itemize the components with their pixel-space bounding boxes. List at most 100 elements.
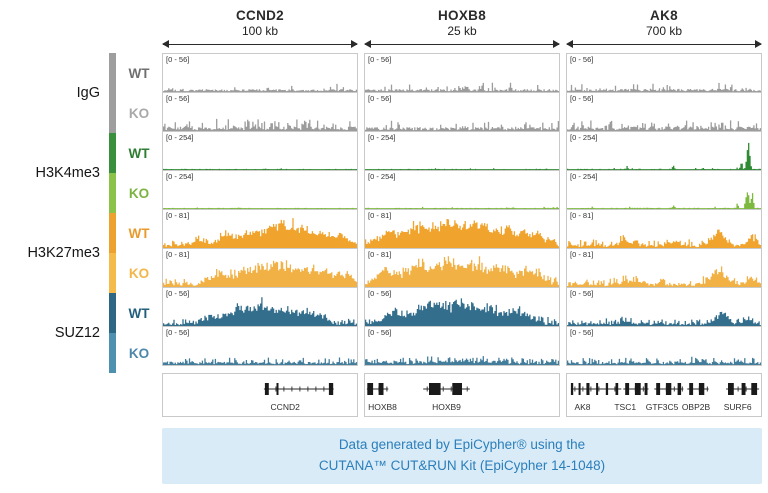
condition-ko-label: KO bbox=[128, 105, 150, 121]
gene-exon-box bbox=[378, 383, 384, 395]
locus-headers: CCND2 100 kb HOXB8 25 kb AK8 700 kb bbox=[162, 8, 762, 48]
gene-models: HOXB8 HOXB9 bbox=[366, 383, 470, 412]
track-range-label: [0 - 56] bbox=[368, 94, 392, 103]
group-bar-ko-segment bbox=[109, 93, 116, 133]
track-range-label: [0 - 81] bbox=[368, 250, 392, 259]
signal-plot bbox=[163, 260, 357, 287]
gene-exon-box bbox=[605, 383, 609, 395]
gene-exon-box bbox=[634, 383, 641, 395]
track-h3k27me3-wt-hoxb8: [0 - 81] bbox=[364, 209, 560, 249]
signal-plot bbox=[365, 120, 559, 131]
gene-exon-box bbox=[328, 383, 334, 395]
signal-plot bbox=[163, 357, 357, 365]
footer-line2: CUTANA™ CUT&RUN Kit (EpiCypher 14-1048) bbox=[318, 457, 606, 473]
track-h3k27me3-ko-ak8: [0 - 81] bbox=[566, 248, 762, 288]
gene-exon-box bbox=[578, 383, 581, 395]
group-name: H3K27me3 bbox=[27, 245, 100, 261]
signal-bars bbox=[163, 207, 357, 209]
gene-exon-box bbox=[728, 383, 734, 395]
gene-exon-box bbox=[751, 383, 758, 395]
track-range-label: [0 - 56] bbox=[166, 289, 190, 298]
track-range-label: [0 - 81] bbox=[166, 211, 190, 220]
track-range-label: [0 - 254] bbox=[368, 172, 396, 181]
attribution-box: Data generated by EpiCypher® using the C… bbox=[162, 428, 762, 484]
track-h3k4me3-wt-ak8: [0 - 254] bbox=[566, 131, 762, 171]
signal-bars bbox=[365, 168, 559, 170]
track-igg-ko-ccnd2: [0 - 56] bbox=[162, 92, 358, 132]
gene-exon-box bbox=[677, 383, 682, 395]
track-range-label: [0 - 56] bbox=[570, 94, 594, 103]
gene-body-line bbox=[263, 386, 334, 392]
track-range-label: [0 - 56] bbox=[368, 328, 392, 337]
group-bar-wt-segment bbox=[109, 213, 116, 253]
track-h3k27me3-ko-ccnd2: [0 - 81] bbox=[162, 248, 358, 288]
signal-bars bbox=[567, 120, 761, 131]
gene-exon-box bbox=[452, 383, 462, 395]
track-suz12-ko-ccnd2: [0 - 56] bbox=[162, 326, 358, 366]
scale-bar-label: 100 kb bbox=[241, 24, 279, 38]
group-color-bar bbox=[109, 133, 116, 213]
condition-wt-label: WT bbox=[128, 145, 150, 161]
signal-bars bbox=[365, 356, 559, 365]
track-suz12-ko-ak8: [0 - 56] bbox=[566, 326, 762, 366]
condition-ko-label: KO bbox=[128, 345, 150, 361]
attribution-footer: Data generated by EpiCypher® using the C… bbox=[162, 428, 762, 484]
gene-exon-box bbox=[689, 383, 694, 395]
signal-bars bbox=[365, 120, 559, 131]
gene-annotation-panel-ccnd2: CCND2 bbox=[162, 373, 358, 417]
gene-annotation-panel-ak8: AK8 TSC1 GTF3C5 OBP2B SURF6 bbox=[566, 373, 762, 417]
signal-plot bbox=[365, 206, 559, 209]
track-h3k4me3-ko-hoxb8: [0 - 254] bbox=[364, 170, 560, 210]
locus-column-ccnd2: [0 - 56] [0 - 56] [0 - 254] [0 - 254] [0 - 8… bbox=[162, 53, 358, 417]
track-igg-wt-ak8: [0 - 56] bbox=[566, 53, 762, 93]
signal-bars bbox=[163, 260, 357, 287]
signal-bars bbox=[163, 218, 357, 248]
group-name: IgG bbox=[76, 85, 100, 101]
group-row-igg: IgG WT KO bbox=[0, 53, 162, 133]
signal-bars bbox=[567, 142, 761, 170]
track-igg-wt-hoxb8: [0 - 56] bbox=[364, 53, 560, 93]
group-bar-ko-segment bbox=[109, 333, 116, 373]
track-suz12-ko-hoxb8: [0 - 56] bbox=[364, 326, 560, 366]
gene-exon-box bbox=[367, 383, 374, 395]
signal-plot bbox=[163, 297, 357, 326]
track-range-label: [0 - 254] bbox=[570, 172, 598, 181]
group-name: H3K4me3 bbox=[35, 165, 100, 181]
gene-exon-box bbox=[698, 383, 705, 395]
signal-plot bbox=[567, 120, 761, 131]
track-h3k27me3-wt-ak8: [0 - 81] bbox=[566, 209, 762, 249]
track-range-label: [0 - 56] bbox=[570, 55, 594, 64]
signal-bars bbox=[365, 298, 559, 326]
gene-models: AK8 TSC1 GTF3C5 OBP2B SURF6 bbox=[570, 383, 760, 412]
condition-labels: WT KO bbox=[116, 213, 162, 293]
signal-bars bbox=[365, 219, 559, 248]
track-range-label: [0 - 56] bbox=[570, 328, 594, 337]
gene-exon-box bbox=[741, 383, 746, 395]
track-igg-wt-ccnd2: [0 - 56] bbox=[162, 53, 358, 93]
group-bar-wt-segment bbox=[109, 133, 116, 173]
track-range-label: [0 - 81] bbox=[570, 250, 594, 259]
signal-plot bbox=[567, 266, 761, 287]
track-suz12-wt-ccnd2: [0 - 56] bbox=[162, 287, 358, 327]
scale-bar-label: 25 kb bbox=[447, 24, 477, 38]
signal-plot bbox=[365, 356, 559, 365]
signal-plot bbox=[567, 82, 761, 92]
signal-bars bbox=[567, 311, 761, 326]
signal-bars bbox=[567, 266, 761, 287]
signal-plot bbox=[163, 118, 357, 131]
track-range-label: [0 - 56] bbox=[570, 289, 594, 298]
scale-bar-line bbox=[163, 43, 357, 45]
gene-exon-box bbox=[615, 383, 619, 395]
gene-label: GTF3C5 bbox=[646, 402, 679, 412]
gene-label: CCND2 bbox=[271, 402, 301, 412]
gene-label: OBP2B bbox=[682, 402, 711, 412]
signal-bars bbox=[365, 256, 559, 287]
signal-plot bbox=[365, 82, 559, 92]
gene-exon-box bbox=[644, 383, 648, 395]
track-range-label: [0 - 56] bbox=[166, 94, 190, 103]
signal-plot bbox=[567, 142, 761, 170]
track-suz12-wt-ak8: [0 - 56] bbox=[566, 287, 762, 327]
signal-plot bbox=[567, 192, 761, 209]
gene-exon-box bbox=[586, 383, 590, 395]
